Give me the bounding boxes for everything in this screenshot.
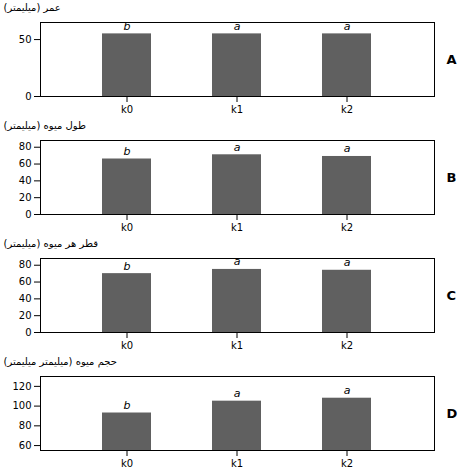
svg-text:0: 0 bbox=[25, 209, 31, 220]
svg-text:k2: k2 bbox=[341, 458, 353, 469]
svg-text:k0: k0 bbox=[121, 340, 133, 351]
svg-text:k0: k0 bbox=[121, 458, 133, 469]
svg-text:a: a bbox=[344, 142, 351, 155]
svg-text:قطر هر میوه (میلیمتر): قطر هر میوه (میلیمتر) bbox=[4, 238, 99, 249]
svg-text:k2: k2 bbox=[341, 104, 353, 115]
svg-text:k1: k1 bbox=[231, 458, 243, 469]
svg-text:k2: k2 bbox=[341, 222, 353, 233]
svg-text:80: 80 bbox=[19, 259, 32, 270]
svg-text:k0: k0 bbox=[121, 104, 133, 115]
svg-text:C: C bbox=[447, 288, 457, 303]
svg-text:20: 20 bbox=[19, 192, 32, 203]
svg-text:b: b bbox=[124, 260, 131, 273]
svg-text:100: 100 bbox=[12, 400, 31, 411]
svg-text:k1: k1 bbox=[231, 340, 243, 351]
svg-text:40: 40 bbox=[19, 175, 32, 186]
svg-text:60: 60 bbox=[19, 158, 32, 169]
svg-text:k0: k0 bbox=[121, 222, 133, 233]
svg-text:D: D bbox=[447, 406, 458, 421]
svg-text:120: 120 bbox=[12, 381, 31, 392]
svg-text:a: a bbox=[344, 20, 351, 33]
svg-text:b: b bbox=[124, 145, 131, 158]
svg-text:20: 20 bbox=[19, 310, 32, 321]
svg-text:40: 40 bbox=[19, 293, 32, 304]
svg-text:80: 80 bbox=[19, 141, 32, 152]
svg-text:60: 60 bbox=[19, 276, 32, 287]
svg-text:k1: k1 bbox=[231, 222, 243, 233]
svg-text:B: B bbox=[447, 170, 457, 185]
svg-text:طول میوه (میلیمتر): طول میوه (میلیمتر) bbox=[4, 120, 86, 131]
svg-text:a: a bbox=[344, 384, 351, 397]
svg-text:a: a bbox=[234, 20, 241, 33]
svg-text:80: 80 bbox=[19, 420, 32, 431]
svg-text:50: 50 bbox=[19, 34, 32, 45]
svg-text:A: A bbox=[447, 52, 457, 67]
svg-text:a: a bbox=[343, 256, 351, 270]
svg-text:a: a bbox=[234, 387, 241, 400]
svg-text:حجم میوه (میلیمتر میلیمتر): حجم میوه (میلیمتر میلیمتر) bbox=[4, 356, 117, 368]
svg-text:0: 0 bbox=[25, 91, 31, 102]
svg-text:عمر (میلیمتر): عمر (میلیمتر) bbox=[4, 2, 61, 13]
svg-text:60: 60 bbox=[19, 440, 32, 451]
svg-text:b: b bbox=[124, 399, 131, 412]
svg-text:b: b bbox=[124, 20, 131, 33]
svg-text:k1: k1 bbox=[231, 104, 243, 115]
svg-text:a: a bbox=[234, 141, 241, 154]
svg-text:0: 0 bbox=[25, 327, 31, 338]
svg-text:k2: k2 bbox=[341, 340, 353, 351]
svg-text:a: a bbox=[234, 255, 241, 268]
